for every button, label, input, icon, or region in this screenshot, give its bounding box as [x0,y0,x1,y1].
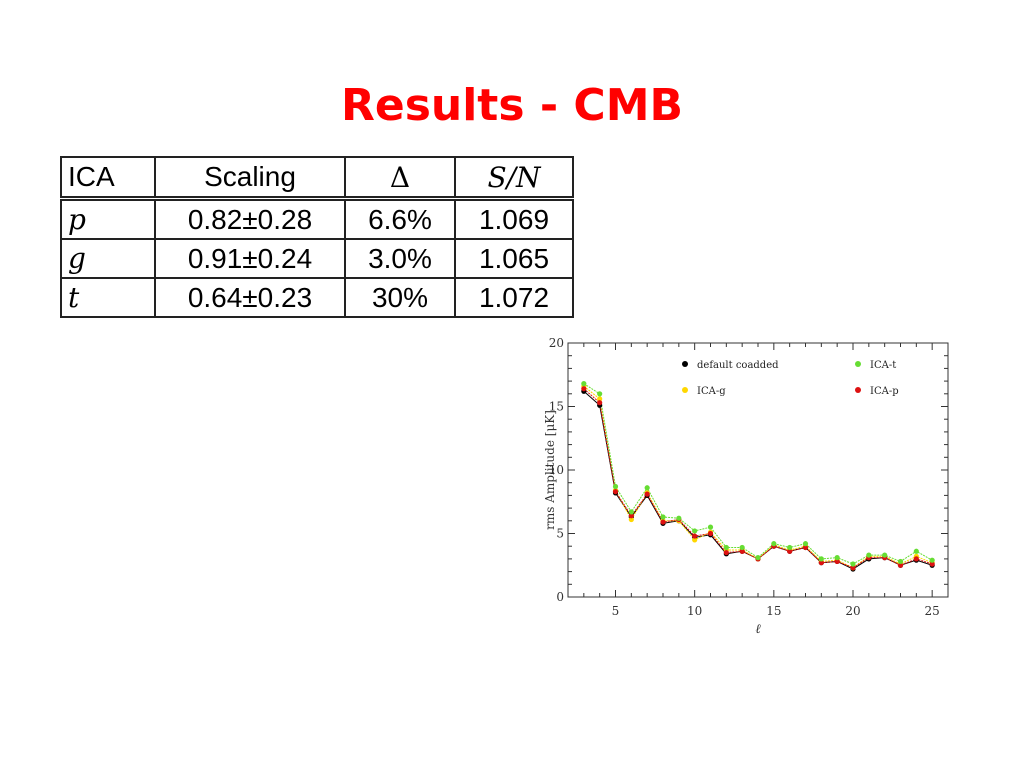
data-point [676,515,682,521]
data-point [850,565,856,571]
data-point [581,386,587,392]
data-point [755,555,761,561]
data-point [723,544,729,551]
data-point [850,561,856,567]
data-point [597,400,603,406]
series-line-default-coadded [583,390,933,570]
row-sn: 1.065 [454,238,574,279]
y-tick-label: 20 [549,336,564,350]
data-point [929,561,935,567]
header-scaling: Scaling [154,156,346,200]
data-point [739,548,745,554]
series-line-ica-g [583,385,933,569]
data-point [581,381,587,387]
slide-title: Results - CMB [340,80,684,131]
data-point [597,396,603,402]
data-point [787,548,793,554]
data-point [818,556,824,562]
data-point [913,556,919,562]
table-row: t 0.64±0.23 30% 1.072 [60,277,574,318]
table-row: g 0.91±0.24 3.0% 1.065 [60,238,574,279]
legend-label: ICA-g [697,386,726,397]
x-tick-label: 15 [766,604,781,618]
series-line-ica-t [583,383,933,565]
data-point [787,544,793,551]
y-tick-label: 5 [556,527,564,541]
data-point [739,544,745,551]
data-point [612,488,619,495]
data-point [897,558,904,565]
row-sn: 1.072 [454,277,574,318]
results-table: ICA Scaling Δ S/N p 0.82±0.28 6.6% 1.069… [60,156,574,318]
header-delta: Δ [344,156,456,200]
x-tick-label: 10 [687,604,702,618]
row-label: p [60,196,156,240]
data-point [660,514,666,520]
y-tick-label: 10 [549,463,564,477]
data-point [897,562,904,568]
legend-marker [855,387,861,393]
data-point [692,533,698,539]
data-point [929,557,935,563]
row-delta: 3.0% [344,238,456,279]
x-tick-label: 25 [925,604,940,618]
data-point [913,548,919,554]
legend-marker [682,387,688,393]
data-point [628,509,634,515]
legend-label: ICA-p [870,386,899,397]
data-point [707,524,714,530]
data-point [802,544,809,551]
row-label: t [60,277,156,318]
data-point [628,513,634,519]
data-point [723,549,729,556]
data-point [818,560,824,566]
y-tick-label: 0 [556,590,564,604]
data-point [802,541,809,547]
data-point [692,528,698,534]
x-axis-label: ℓ [755,622,761,637]
row-delta: 6.6% [344,196,456,240]
legend-marker [855,361,861,367]
row-sn: 1.069 [454,196,574,240]
legend-label: ICA-t [870,360,896,371]
header-ica: ICA [60,156,156,200]
row-scaling: 0.91±0.24 [154,238,346,279]
data-point [866,552,872,558]
x-tick-label: 5 [612,604,620,618]
header-sn: S/N [454,156,574,200]
x-tick-label: 20 [845,604,860,618]
y-axis-label: rms Amplitude [μK] [543,410,557,530]
data-point [597,391,603,397]
data-point [644,491,650,497]
legend-label: default coadded [697,360,779,371]
data-point [644,485,650,491]
data-point [771,541,777,547]
legend-marker [682,361,688,367]
row-label: g [60,238,156,279]
data-point [612,483,619,490]
series-line-ica-p [583,388,933,569]
data-point [660,519,666,525]
y-tick-label: 15 [549,400,564,414]
data-point [834,555,840,561]
row-scaling: 0.64±0.23 [154,277,346,318]
row-delta: 30% [344,277,456,318]
data-point [834,558,840,565]
rms-amplitude-chart: 5 10 15 20 25 0 5 10 15 20 ℓ rms Amplitude [μK] defa… [543,336,949,637]
data-point [628,516,634,523]
data-point [882,552,888,558]
data-point [692,537,698,543]
row-scaling: 0.82±0.28 [154,196,346,240]
table-row: p 0.82±0.28 6.6% 1.069 [60,196,574,240]
table-header-row: ICA Scaling Δ S/N [60,156,574,200]
data-point [707,530,714,537]
